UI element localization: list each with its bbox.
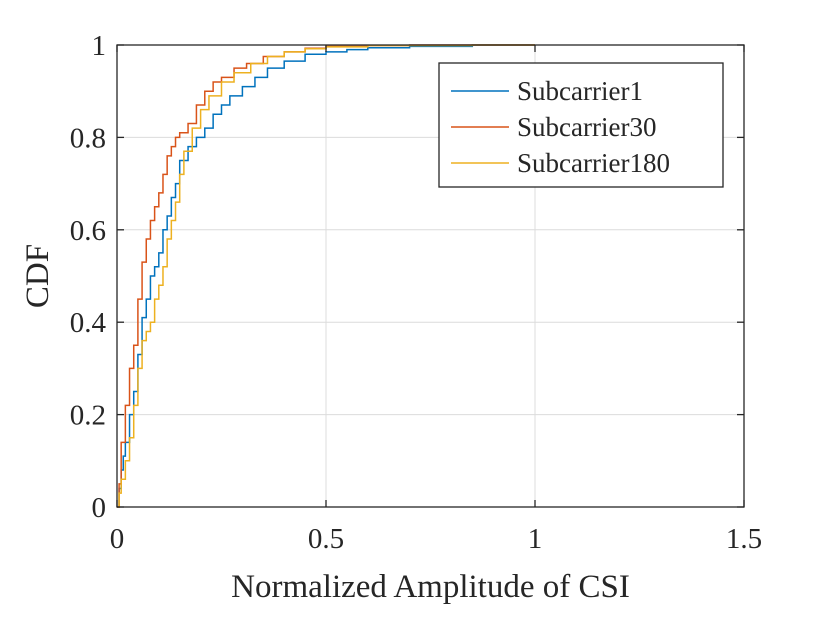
x-tick-label: 1.5 [726,523,762,555]
y-tick-label: 1 [92,30,107,62]
y-tick-label: 0 [92,492,107,524]
x-tick-label: 1 [528,523,543,555]
y-axis-title: CDF [20,244,56,308]
series-line-subcarrier180 [117,44,536,508]
y-tick-label: 0.8 [70,122,106,154]
legend: Subcarrier1 Subcarrier30 Subcarrier180 [438,62,724,188]
legend-label: Subcarrier1 [517,76,643,106]
y-tick-label: 0.4 [70,307,107,339]
legend-label: Subcarrier180 [517,148,670,178]
x-axis-title: Normalized Amplitude of CSI [231,569,630,605]
plot-frame [116,44,745,508]
x-tick-label: 0.5 [308,523,344,555]
legend-label: Subcarrier30 [517,112,656,142]
legend-box [438,62,724,188]
series-lines [117,44,536,508]
y-tick-label: 0.6 [70,215,106,247]
x-tick-label: 0 [110,523,125,555]
y-tick-label: 0.2 [70,400,106,432]
axis-ticks: 0 0.5 1 1.5 0 0.2 0.4 0.6 0.8 1 [70,30,762,555]
